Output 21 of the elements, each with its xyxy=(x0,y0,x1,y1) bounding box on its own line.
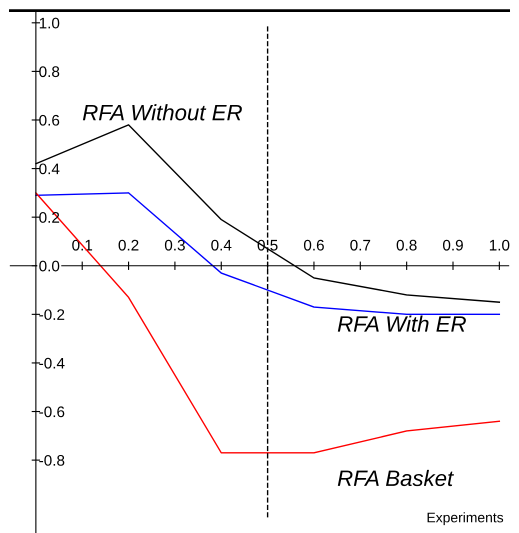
y-tick-label: -0.2 xyxy=(39,309,64,320)
x-tick-label: 0.2 xyxy=(118,240,138,251)
series-label: RFA Without ER xyxy=(82,104,242,120)
y-tick-label: 0.4 xyxy=(39,163,60,174)
x-tick-label: 1.0 xyxy=(490,240,510,251)
x-tick-label: 0.3 xyxy=(164,240,185,251)
y-tick-label: 0.8 xyxy=(39,66,60,78)
y-tick-label: 1.0 xyxy=(40,18,60,28)
x-tick-label: 0.9 xyxy=(442,240,463,251)
y-tick-label: -0.6 xyxy=(39,406,64,418)
y-tick-label: -0.8 xyxy=(39,454,64,466)
x-tick-label: 0.4 xyxy=(211,240,232,251)
x-axis-title: Experiments xyxy=(428,512,504,526)
x-tick-label: 0.8 xyxy=(396,240,417,251)
series-label: RFA Basket xyxy=(338,470,454,486)
series-label: RFA With ER xyxy=(338,316,466,332)
x-tick-label: 0.7 xyxy=(350,240,370,251)
x-tick-label: 0.6 xyxy=(304,240,324,251)
y-tick-label: 0.0 xyxy=(39,260,60,272)
y-tick-label: 0.6 xyxy=(39,114,60,126)
y-tick-label: -0.4 xyxy=(39,358,65,369)
